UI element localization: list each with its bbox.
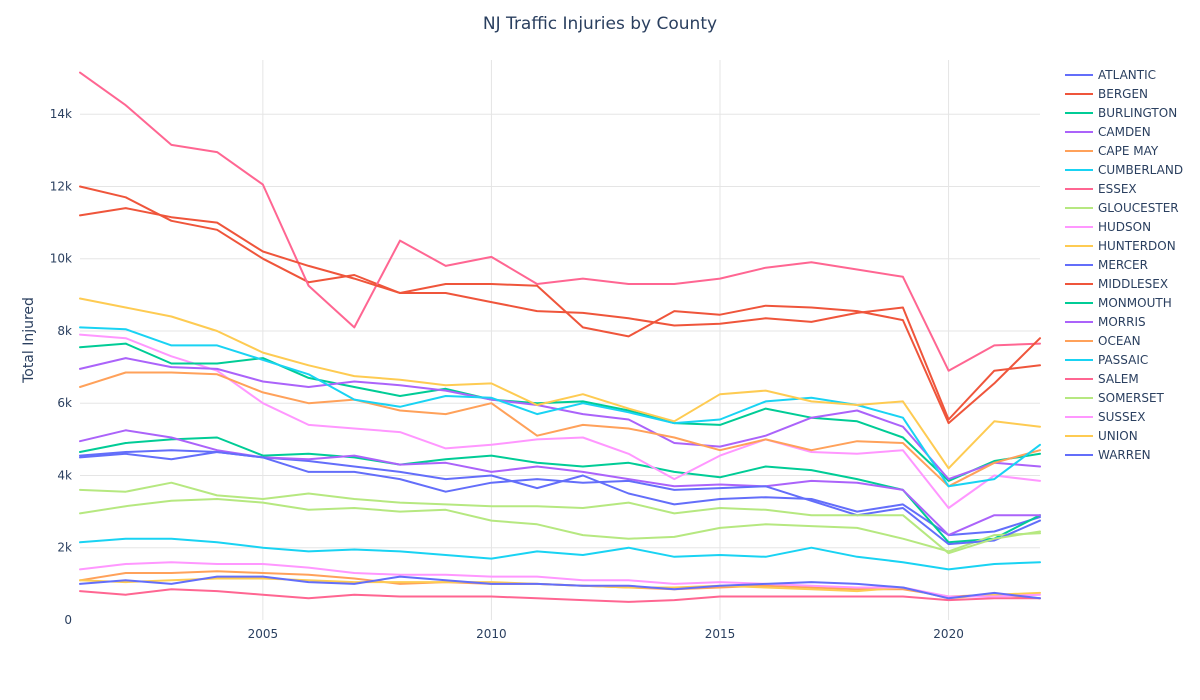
legend-label: GLOUCESTER (1098, 201, 1179, 215)
legend-label: CAMDEN (1098, 125, 1151, 139)
series-line-union[interactable] (79, 297, 1041, 470)
series-line-salem[interactable] (79, 588, 1041, 603)
series-line-gloucester[interactable] (79, 498, 1041, 553)
series-line-somerset[interactable] (79, 481, 1041, 555)
legend-item[interactable]: BERGEN (1065, 87, 1148, 101)
y-tick-label: 6k (57, 396, 72, 410)
legend-label: OCEAN (1098, 334, 1141, 348)
legend-label: PASSAIC (1098, 353, 1148, 367)
x-tick-label: 2010 (476, 627, 507, 641)
y-tick-label: 0 (64, 613, 72, 627)
series-line-warren[interactable] (79, 575, 1041, 600)
legend-item[interactable]: CUMBERLAND (1065, 163, 1183, 177)
legend-label: ESSEX (1098, 182, 1137, 196)
legend-item[interactable]: CAPE MAY (1065, 144, 1159, 158)
legend-label: SALEM (1098, 372, 1139, 386)
series-line-hudson[interactable] (79, 333, 1041, 509)
legend-label: MONMOUTH (1098, 296, 1172, 310)
axis-ticks: 0 2k 4k 6k 8k 10k 12k 14k 2005 2010 2015 2020 (50, 107, 964, 641)
series-line-middlesex[interactable] (79, 207, 1041, 425)
x-tick-label: 2020 (933, 627, 964, 641)
legend-label: WARREN (1098, 448, 1151, 462)
legend-item[interactable]: SALEM (1065, 372, 1139, 386)
y-axis-label: Total Injured (21, 297, 37, 384)
y-tick-label: 12k (50, 179, 72, 193)
legend-label: HUNTERDON (1098, 239, 1176, 253)
legend-item[interactable]: SUSSEX (1065, 410, 1145, 424)
legend-item[interactable]: PASSAIC (1065, 353, 1148, 367)
gridlines (80, 60, 1040, 620)
legend-label: CUMBERLAND (1098, 163, 1183, 177)
legend-item[interactable]: MONMOUTH (1065, 296, 1172, 310)
legend-item[interactable]: ATLANTIC (1065, 68, 1156, 82)
series-line-mercer[interactable] (79, 449, 1041, 546)
legend-label: MERCER (1098, 258, 1148, 272)
legend-label: SOMERSET (1098, 391, 1165, 405)
legend-item[interactable]: ESSEX (1065, 182, 1137, 196)
legend-item[interactable]: SOMERSET (1065, 391, 1165, 405)
legend-item[interactable]: MIDDLESEX (1065, 277, 1168, 291)
series-line-monmouth[interactable] (79, 342, 1041, 482)
y-tick-label: 10k (50, 252, 72, 266)
legend-label: UNION (1098, 429, 1138, 443)
legend-label: BURLINGTON (1098, 106, 1177, 120)
x-tick-label: 2005 (248, 627, 279, 641)
y-tick-label: 14k (50, 107, 72, 121)
legend-item[interactable]: GLOUCESTER (1065, 201, 1179, 215)
legend-label: CAPE MAY (1098, 144, 1159, 158)
series-line-burlington[interactable] (79, 436, 1041, 544)
legend: ATLANTIC BERGEN BURLINGTON CAMDEN CAPE MAY CU… (1065, 68, 1183, 462)
legend-label: SUSSEX (1098, 410, 1145, 424)
series-line-bergen[interactable] (79, 185, 1041, 421)
series-line-cumberland[interactable] (79, 537, 1041, 571)
legend-item[interactable]: BURLINGTON (1065, 106, 1177, 120)
series-line-essex[interactable] (79, 71, 1041, 372)
series-lines (79, 71, 1041, 603)
legend-label: HUDSON (1098, 220, 1151, 234)
legend-label: MIDDLESEX (1098, 277, 1168, 291)
legend-item[interactable]: HUNTERDON (1065, 239, 1176, 253)
legend-label: MORRIS (1098, 315, 1146, 329)
legend-label: BERGEN (1098, 87, 1148, 101)
series-line-passaic[interactable] (79, 326, 1041, 488)
series-line-sussex[interactable] (79, 561, 1041, 598)
legend-item[interactable]: MERCER (1065, 258, 1148, 272)
x-tick-label: 2015 (705, 627, 736, 641)
legend-label: ATLANTIC (1098, 68, 1156, 82)
legend-item[interactable]: UNION (1065, 429, 1138, 443)
legend-item[interactable]: MORRIS (1065, 315, 1146, 329)
legend-item[interactable]: OCEAN (1065, 334, 1141, 348)
chart-title: NJ Traffic Injuries by County (483, 14, 717, 34)
y-tick-label: 8k (57, 324, 72, 338)
y-tick-label: 2k (57, 541, 72, 555)
y-tick-label: 4k (57, 468, 72, 482)
legend-item[interactable]: WARREN (1065, 448, 1151, 462)
legend-item[interactable]: HUDSON (1065, 220, 1151, 234)
series-line-ocean[interactable] (79, 371, 1041, 488)
legend-item[interactable]: CAMDEN (1065, 125, 1151, 139)
